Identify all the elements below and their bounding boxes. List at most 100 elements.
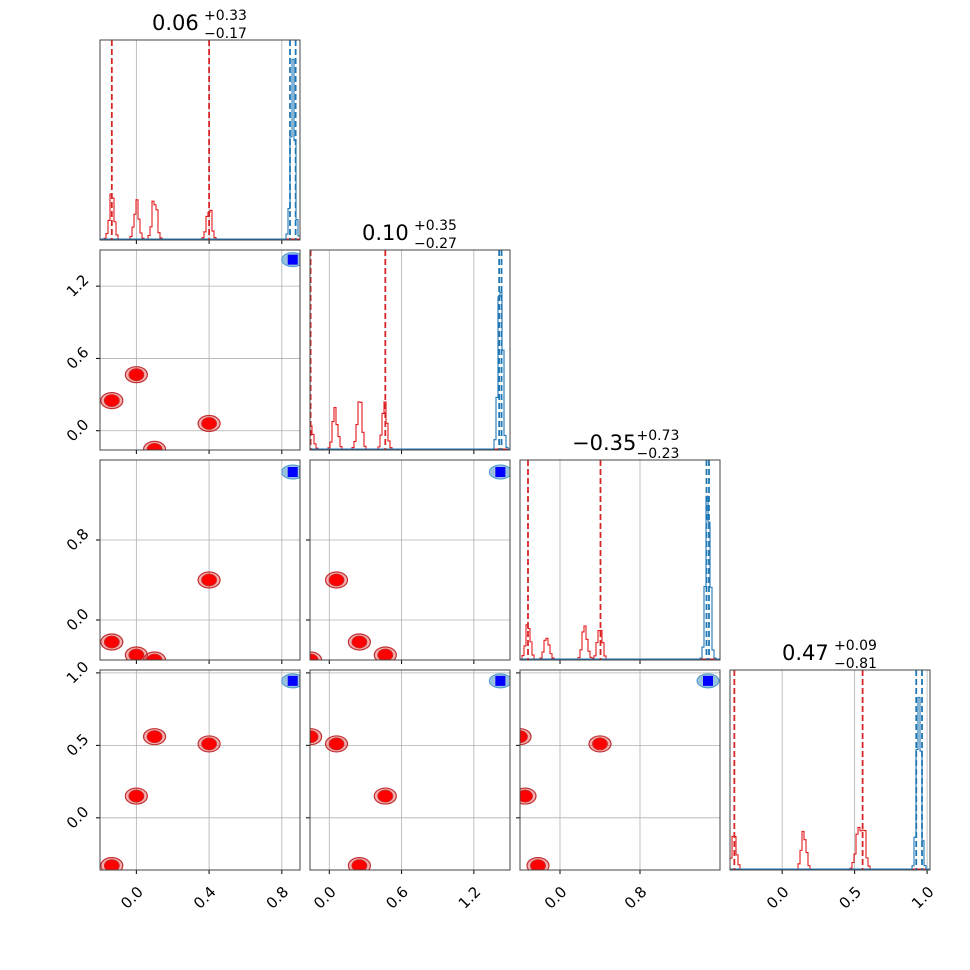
blue-point	[495, 675, 506, 686]
panel-title-value: 0.10	[362, 221, 409, 245]
panel-2-0: 0.0 0.8	[63, 459, 301, 664]
x-tick-label: 1.2	[455, 883, 485, 913]
panel-1-1: 0.10 +0.35 −0.27	[309, 218, 511, 454]
panel-frame	[99, 459, 301, 661]
panel-3-2: 0.0 0.8	[516, 669, 721, 913]
red-point	[128, 368, 145, 382]
panel-title-minus: −0.17	[204, 26, 247, 42]
panel-content	[310, 250, 510, 450]
red-point	[146, 442, 163, 450]
red-point	[201, 417, 217, 430]
red-point	[351, 859, 368, 870]
panel-content	[310, 460, 510, 660]
panel-title-minus: −0.81	[834, 656, 877, 672]
panel-0-0: 0.06 +0.33 −0.17	[99, 8, 301, 244]
x-tick-label: 0.0	[117, 883, 147, 913]
blue-point	[287, 467, 298, 477]
panel-frame	[309, 459, 511, 661]
red-histogram	[520, 624, 720, 660]
panel-content	[100, 40, 300, 240]
red-point	[520, 789, 533, 803]
panel-title-plus: +0.35	[414, 218, 457, 234]
red-point	[310, 730, 319, 744]
red-point	[201, 737, 217, 751]
panel-title-minus: −0.27	[414, 236, 457, 252]
blue-point	[495, 467, 506, 477]
panel-frame	[729, 669, 931, 871]
x-tick-label: 0.0	[310, 883, 340, 913]
x-tick-label: 0.0	[763, 883, 793, 913]
panel-frame	[519, 459, 721, 661]
panel-content	[100, 670, 300, 870]
panel-2-1	[306, 459, 511, 664]
x-tick-label: 0.5	[835, 883, 865, 913]
panel-frame	[519, 669, 721, 871]
blue-histogram	[730, 696, 930, 870]
panel-content	[520, 670, 720, 870]
blue-point	[287, 254, 298, 265]
panel-frame	[99, 249, 301, 451]
panel-3-0: 0.0 0.5 1.0 0.0 0.4 0.8	[63, 658, 301, 913]
panel-frame	[99, 669, 301, 871]
panel-content	[520, 460, 720, 660]
y-tick-label: 0.0	[63, 416, 93, 446]
panel-title-plus: +0.09	[834, 638, 877, 654]
red-point	[103, 394, 120, 408]
panel-frame	[309, 669, 511, 871]
red-point	[592, 737, 608, 751]
x-tick-label: 1.0	[908, 883, 938, 913]
panel-content	[730, 670, 930, 870]
panel-content	[100, 460, 300, 660]
panel-frame	[309, 249, 511, 451]
y-tick-label: 0.5	[63, 730, 93, 760]
y-tick-label: 1.2	[63, 271, 93, 301]
blue-point	[703, 675, 713, 686]
panel-title-value: −0.35	[572, 431, 636, 455]
blue-point	[287, 675, 298, 686]
red-point	[103, 859, 120, 870]
red-point	[328, 737, 345, 751]
panel-content	[100, 250, 300, 450]
x-tick-label: 0.6	[382, 883, 412, 913]
red-point	[520, 730, 528, 744]
panel-3-1: 0.0 0.6 1.2	[306, 669, 511, 913]
panel-3-3: 0.47 +0.09 −0.81 0.0 0.5 1.0	[729, 638, 938, 913]
x-tick-label: 0.4	[190, 883, 220, 913]
y-tick-label: 0.8	[63, 525, 93, 555]
red-point	[351, 635, 368, 649]
y-tick-label: 1.0	[63, 658, 93, 688]
y-tick-label: 0.0	[63, 803, 93, 833]
panel-title-plus: +0.73	[637, 428, 680, 444]
red-point	[103, 635, 120, 649]
y-tick-label: 0.6	[63, 343, 93, 373]
red-histogram	[730, 826, 930, 870]
red-point	[310, 653, 319, 660]
panel-title-minus: −0.23	[637, 446, 680, 462]
x-tick-label: 0.0	[541, 883, 571, 913]
blue-histogram	[520, 495, 720, 660]
x-tick-label: 0.8	[621, 883, 651, 913]
panel-title-value: 0.06	[152, 11, 199, 35]
blue-histogram	[310, 291, 510, 450]
panel-title-plus: +0.33	[204, 8, 247, 24]
x-tick-label: 0.8	[263, 883, 293, 913]
red-point	[128, 789, 145, 803]
red-point	[530, 859, 546, 870]
red-point	[377, 648, 394, 660]
panel-frame	[99, 39, 301, 241]
panel-1-0: 0.0 0.6 1.2	[63, 249, 301, 454]
red-point	[328, 573, 345, 587]
blue-histogram	[100, 58, 300, 240]
red-point	[377, 789, 394, 803]
panel-content	[310, 670, 510, 870]
red-histogram	[310, 401, 510, 450]
y-tick-label: 0.0	[63, 605, 93, 635]
panel-title-value: 0.47	[782, 641, 829, 665]
red-point	[201, 573, 217, 587]
red-point	[128, 648, 145, 660]
red-point	[146, 653, 163, 660]
red-point	[146, 730, 163, 744]
red-histogram	[100, 193, 300, 240]
panel-2-2: −0.35 +0.73 −0.23	[519, 428, 721, 664]
